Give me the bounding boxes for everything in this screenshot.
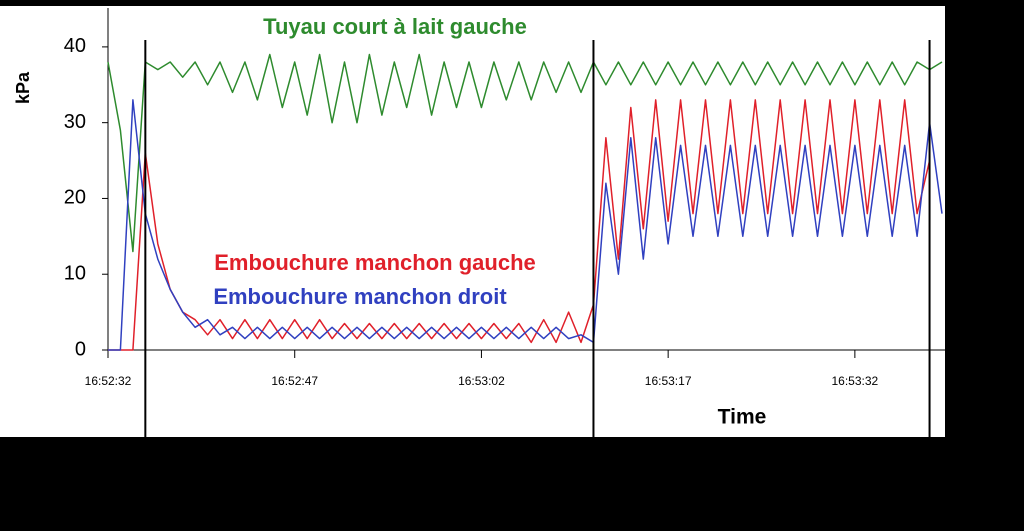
legend-label: Embouchure manchon gauche bbox=[214, 250, 536, 275]
x-axis-label: Time bbox=[718, 406, 767, 429]
x-tick-label: 16:53:02 bbox=[458, 374, 505, 388]
x-tick-label: 16:52:47 bbox=[271, 374, 318, 388]
series-line bbox=[108, 99, 943, 351]
y-tick-label: 10 bbox=[64, 263, 86, 285]
plot-background bbox=[0, 6, 945, 437]
x-tick-label: 16:53:32 bbox=[832, 374, 879, 388]
y-tick-label: 20 bbox=[64, 187, 86, 209]
legend-label: Embouchure manchon droit bbox=[213, 284, 507, 309]
y-axis-label: kPa bbox=[13, 71, 33, 104]
x-tick-label: 16:53:17 bbox=[645, 374, 692, 388]
x-tick-label: 16:52:32 bbox=[85, 374, 132, 388]
series-line bbox=[107, 53, 943, 253]
y-tick-label: 30 bbox=[64, 111, 86, 133]
legend-label: Tuyau court à lait gauche bbox=[263, 14, 527, 39]
y-tick-label: 0 bbox=[75, 338, 86, 360]
series-line bbox=[108, 99, 931, 351]
y-tick-label: 40 bbox=[64, 35, 86, 57]
